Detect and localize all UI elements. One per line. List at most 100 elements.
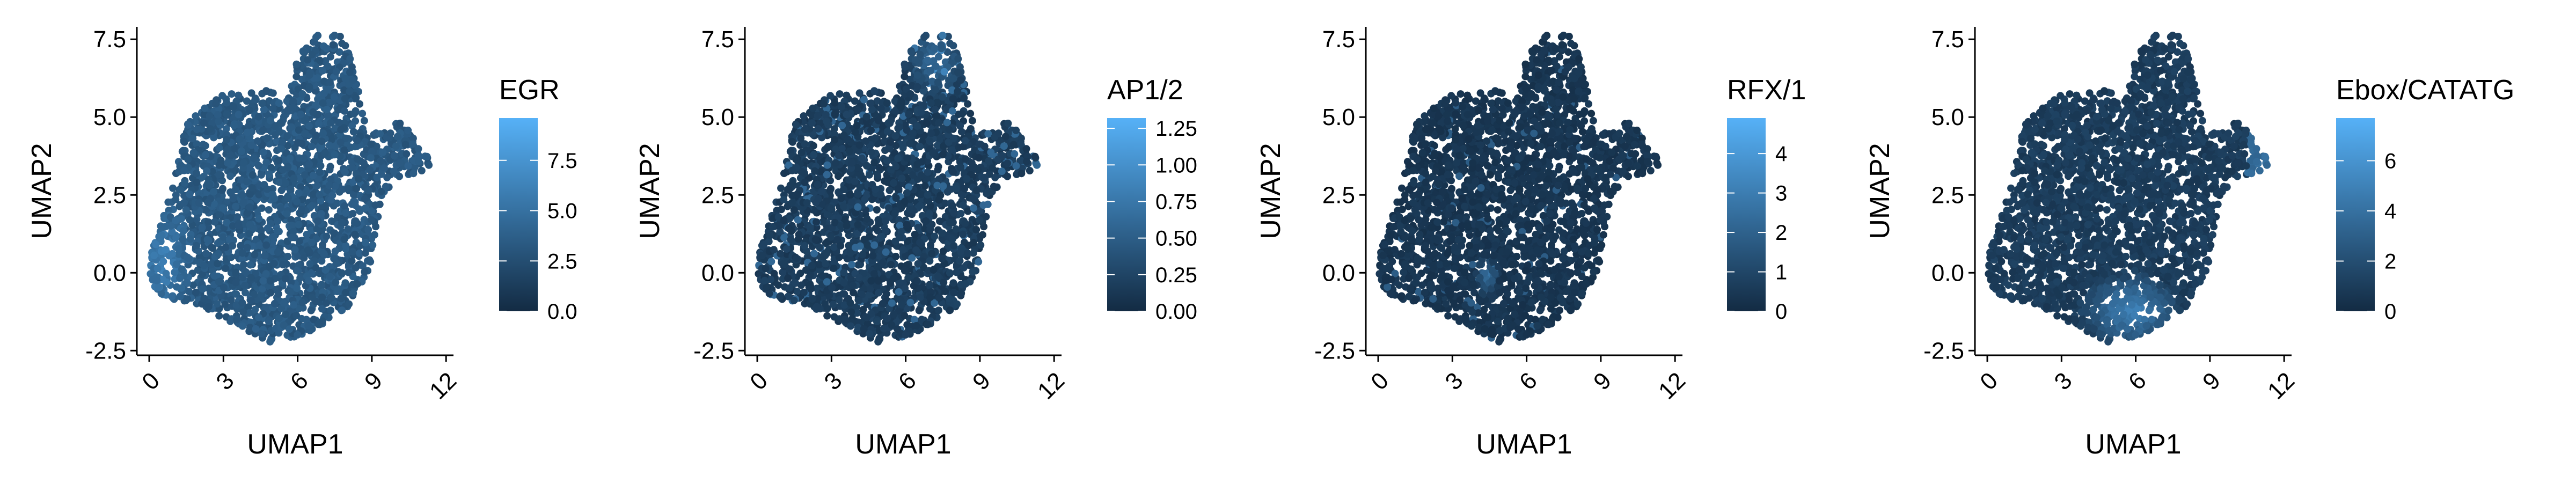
point (286, 325, 294, 333)
point (935, 53, 942, 61)
point (326, 78, 334, 86)
point (258, 232, 266, 240)
point (240, 198, 248, 206)
point (788, 137, 796, 145)
point (330, 229, 338, 237)
point (792, 121, 800, 129)
point (362, 239, 369, 247)
point (872, 224, 880, 232)
point (883, 314, 891, 323)
point (885, 186, 894, 194)
point (323, 232, 331, 240)
point (885, 145, 894, 152)
x-tick-label: 3 (211, 367, 239, 395)
point (925, 210, 933, 218)
point (342, 289, 349, 297)
point (341, 168, 349, 176)
point (846, 191, 854, 199)
point (331, 32, 339, 39)
point (223, 110, 231, 118)
point (274, 217, 282, 225)
point (300, 254, 308, 262)
point (978, 231, 986, 239)
umap-panel-2: -2.50.02.55.07.50 3 6 9 12UMAP1UMAP2AP1/20.0… (634, 26, 1197, 460)
point (276, 119, 284, 127)
point (954, 68, 962, 76)
point (226, 152, 235, 159)
x-tick-label: 9 (360, 367, 387, 395)
point (314, 217, 322, 225)
point (223, 99, 231, 107)
point (348, 257, 356, 265)
point (878, 232, 885, 240)
point (319, 67, 327, 75)
point (890, 179, 898, 187)
point (195, 199, 203, 207)
point (275, 128, 283, 136)
point (301, 171, 309, 179)
point (949, 75, 957, 83)
point (206, 125, 214, 133)
point (353, 280, 361, 288)
point (821, 300, 829, 308)
point (330, 255, 338, 262)
point (348, 164, 356, 172)
umap-panel-1: -2.50.02.55.07.50 3 6 9 12UMAP1UMAP2EGR0.02.… (26, 26, 577, 460)
point (845, 241, 853, 250)
point (238, 147, 246, 155)
point (957, 289, 965, 297)
point (998, 167, 1006, 175)
point (352, 264, 360, 272)
point (870, 158, 879, 166)
point (939, 151, 947, 159)
point (823, 312, 831, 320)
point (351, 230, 359, 238)
point (846, 147, 854, 155)
point (841, 316, 849, 324)
point (224, 145, 232, 153)
point (345, 268, 353, 276)
point (246, 221, 254, 229)
point (827, 233, 835, 241)
point (790, 206, 798, 214)
point (1031, 152, 1039, 160)
point (277, 186, 286, 194)
point (232, 202, 240, 210)
point (237, 241, 245, 250)
point (961, 185, 969, 193)
point (326, 273, 334, 281)
point (818, 188, 825, 196)
point (1000, 142, 1008, 150)
point (1004, 172, 1012, 180)
point (212, 100, 220, 108)
point (204, 303, 213, 311)
point (364, 187, 372, 194)
point (787, 227, 795, 235)
point (967, 109, 975, 118)
point (938, 229, 946, 237)
point (240, 261, 248, 269)
point (308, 238, 316, 246)
point (957, 76, 965, 84)
point (975, 154, 983, 162)
point (312, 33, 320, 41)
point (248, 171, 257, 179)
point (247, 297, 255, 305)
point (284, 252, 292, 260)
point (235, 111, 243, 119)
point (288, 123, 295, 131)
point (423, 152, 431, 160)
point (215, 210, 223, 218)
point (849, 282, 857, 289)
point (178, 284, 186, 292)
point (299, 48, 308, 56)
point (200, 295, 208, 303)
point (883, 178, 891, 186)
point (193, 241, 201, 250)
point (192, 112, 200, 120)
point (843, 111, 851, 119)
point (353, 137, 361, 145)
point (855, 274, 863, 282)
point (332, 279, 340, 287)
point (961, 155, 969, 163)
